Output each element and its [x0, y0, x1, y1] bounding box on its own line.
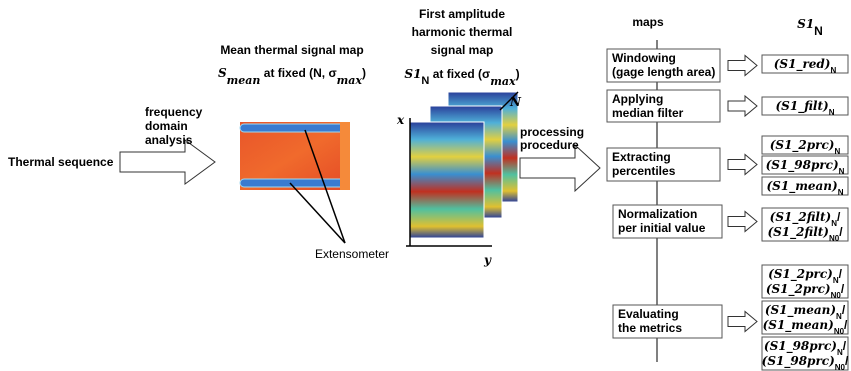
mean-map-image: [240, 122, 350, 190]
flow-arrow: [728, 312, 757, 332]
axis-label: N: [509, 95, 522, 109]
text-part: (S1_2filt): [767, 225, 829, 240]
text-part: N: [421, 75, 429, 87]
text-part: (S1_2filt): [770, 210, 832, 225]
transform-label: analysis: [145, 133, 193, 147]
axis-label: x: [396, 113, 405, 127]
text-part: N: [814, 24, 823, 38]
step-label: Extracting: [612, 150, 671, 164]
axis-label: y: [483, 253, 492, 267]
text-part: N: [829, 108, 835, 117]
text-part: (S1_mean): [763, 318, 834, 333]
flow-arrow: [728, 155, 757, 175]
step-label: Windowing: [612, 51, 676, 65]
text-part: (S1_2prc): [770, 138, 835, 153]
text-part: (S1_2prc): [768, 267, 833, 282]
text-part: (S1_98prc): [764, 339, 837, 354]
rich-text: S1N at fixed (σmax): [404, 67, 519, 88]
map-title: harmonic thermal: [412, 25, 513, 39]
column-header: maps: [632, 15, 664, 29]
map-title: First amplitude: [419, 7, 505, 21]
text-part: ): [516, 67, 520, 81]
rich-text: Smean at fixed (N, σmax): [218, 66, 366, 87]
text-part: at fixed (σ: [429, 67, 490, 81]
text-part: (S1_filt): [776, 99, 829, 114]
text-part: N: [838, 188, 844, 197]
step-label: percentiles: [612, 164, 676, 178]
flow-arrow: [728, 56, 757, 76]
text-part: N0: [831, 291, 842, 300]
processing-label: procedure: [520, 138, 579, 152]
step-label: per initial value: [618, 221, 706, 235]
text-part: N0: [829, 234, 840, 243]
flow-arrow: [728, 96, 757, 116]
text-part: N: [830, 66, 836, 75]
map-title: signal map: [431, 43, 494, 57]
text-part: N0: [835, 363, 846, 371]
text-part: N: [834, 147, 840, 156]
text-part: S1: [797, 17, 814, 31]
text-part: N: [839, 167, 845, 176]
text-part: S: [218, 66, 227, 80]
rich-text: S1N: [797, 17, 823, 38]
transform-label: domain: [145, 119, 188, 133]
annotation: Extensometer: [315, 247, 389, 261]
text-part: (S1_mean): [765, 303, 836, 318]
step-label: Evaluating: [618, 307, 679, 321]
text-part: ): [362, 66, 366, 80]
map-title: Mean thermal signal map: [220, 43, 363, 57]
text-part: (S1_mean): [767, 179, 838, 194]
text-part: (S1_red): [774, 57, 831, 72]
step-label: the metrics: [618, 321, 682, 335]
text-part: (S1_2prc): [766, 282, 831, 297]
text-part: mean: [227, 74, 261, 87]
text-part: (S1_98prc): [766, 158, 839, 173]
step-label: median filter: [612, 106, 684, 120]
text-part: max: [490, 75, 516, 88]
text-part: (S1_98prc): [762, 354, 835, 369]
text-part: max: [337, 74, 363, 87]
diagram: Thermal sequence frequencydomainanalysis M…: [0, 0, 851, 371]
text-part: at fixed (N, σ: [260, 66, 336, 80]
text-part: S1: [404, 67, 421, 81]
step-label: (gage length area): [612, 65, 715, 79]
processing-label: processing: [520, 125, 584, 139]
input-label: Thermal sequence: [8, 155, 114, 169]
flow-arrow: [728, 212, 757, 232]
transform-label: frequency: [145, 105, 203, 119]
step-label: Applying: [612, 92, 663, 106]
harmonic-map-stack: [406, 92, 518, 246]
step-label: Normalization: [618, 207, 697, 221]
text-part: N0: [834, 327, 845, 336]
